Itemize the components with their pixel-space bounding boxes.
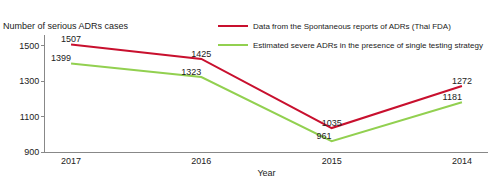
svg-text:1181: 1181 — [443, 92, 462, 102]
svg-text:2015: 2015 — [322, 156, 342, 166]
svg-text:1399: 1399 — [51, 53, 71, 63]
svg-text:1272: 1272 — [452, 76, 472, 86]
svg-text:900: 900 — [24, 147, 39, 157]
svg-text:2017: 2017 — [61, 156, 81, 166]
svg-text:961: 961 — [317, 131, 332, 141]
svg-text:1323: 1323 — [181, 67, 201, 77]
svg-text:Data from the Spontaneous repo: Data from the Spontaneous reports of ADR… — [253, 22, 451, 31]
svg-text:1100: 1100 — [20, 112, 39, 122]
svg-text:1507: 1507 — [61, 34, 81, 44]
svg-text:Estimated severe ADRs in the p: Estimated severe ADRs in the presence of… — [253, 41, 483, 50]
svg-text:1035: 1035 — [322, 118, 342, 128]
svg-text:2016: 2016 — [191, 156, 211, 166]
svg-text:1500: 1500 — [19, 41, 39, 51]
svg-text:Year: Year — [257, 168, 275, 178]
svg-text:2014: 2014 — [452, 156, 472, 166]
svg-text:Number of serious ADRs cases: Number of serious ADRs cases — [3, 21, 129, 31]
svg-text:1425: 1425 — [191, 49, 211, 59]
svg-text:1300: 1300 — [19, 76, 39, 86]
